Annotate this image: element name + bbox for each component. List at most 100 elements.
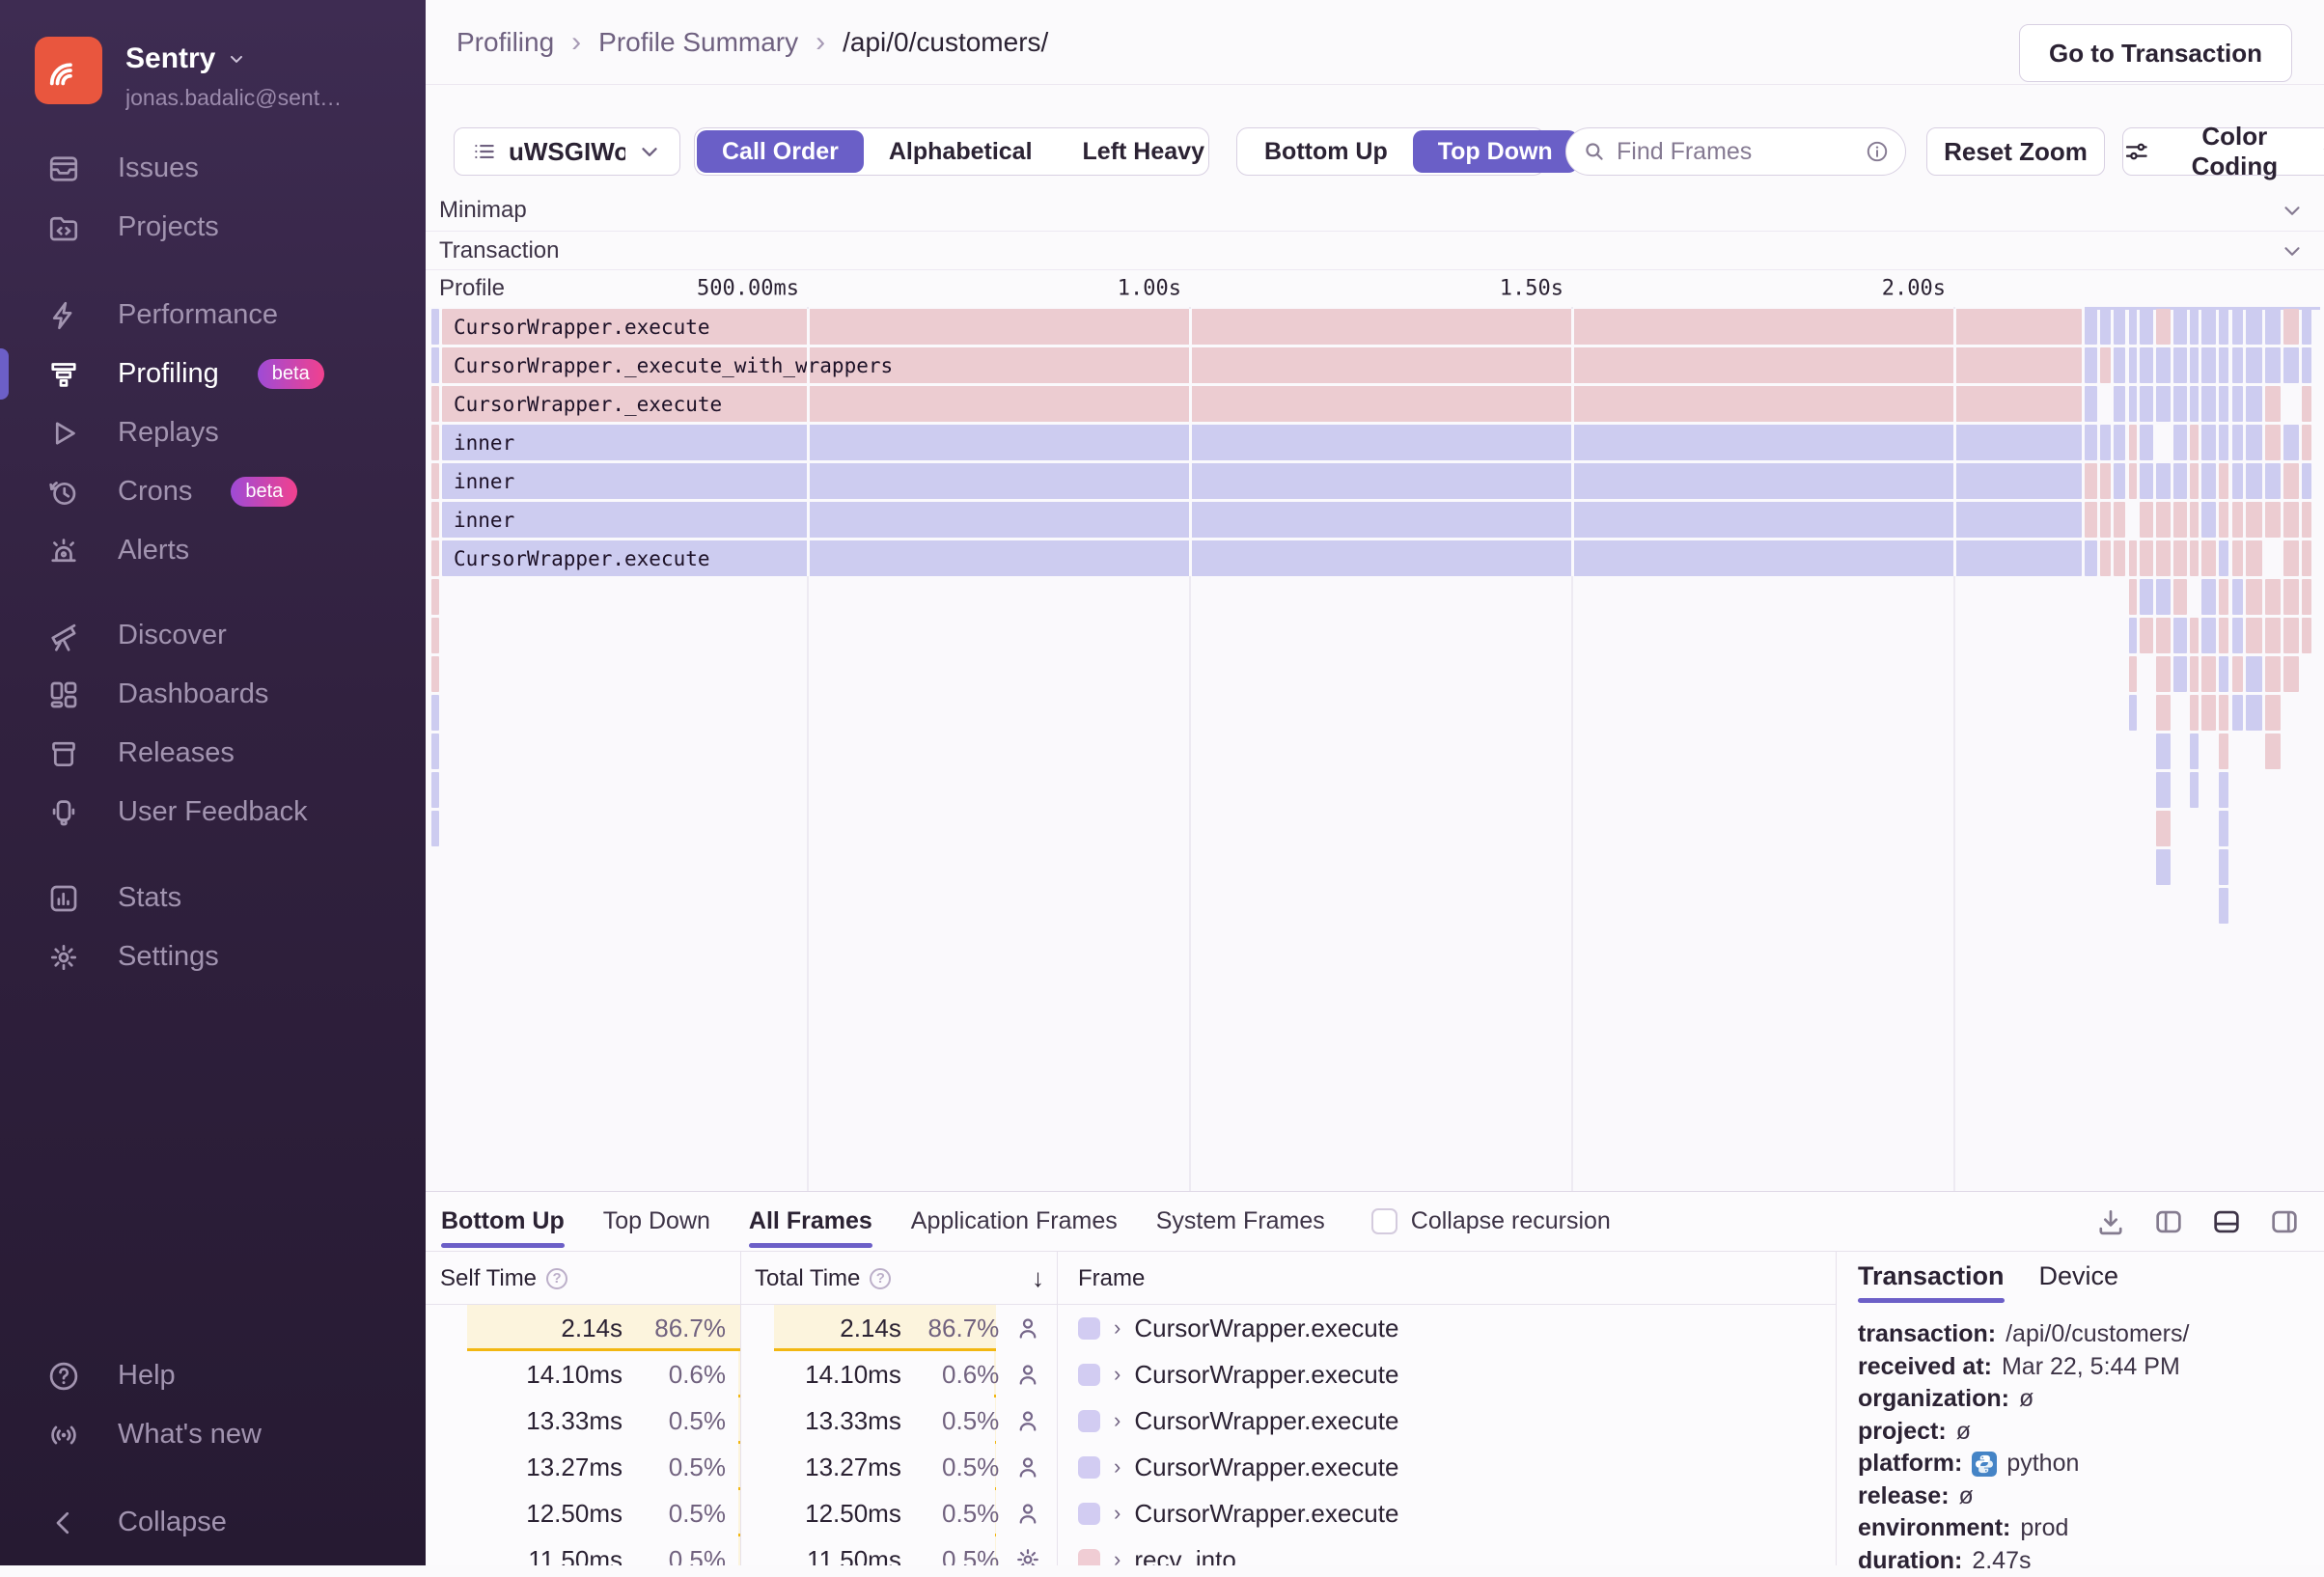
flame-frame-small xyxy=(2190,772,2199,808)
user-icon xyxy=(1013,1499,1042,1528)
expand-chevron-icon[interactable]: › xyxy=(1114,1501,1120,1526)
sidebar-item-whats-new[interactable]: What's new xyxy=(0,1405,426,1464)
panel-bottom-icon[interactable] xyxy=(2210,1205,2243,1238)
sidebar-item-performance[interactable]: Performance xyxy=(0,286,426,345)
flame-frame-small xyxy=(2173,579,2187,615)
sidebar-item-alerts[interactable]: Alerts xyxy=(0,521,426,580)
details-tab-transaction[interactable]: Transaction xyxy=(1858,1261,2005,1303)
tab-all-frames[interactable]: All Frames xyxy=(749,1192,872,1252)
flame-frame[interactable]: CursorWrapper._execute xyxy=(442,386,2082,422)
frame-cell[interactable]: ›CursorWrapper.execute xyxy=(1057,1397,1836,1444)
flame-frame-small xyxy=(2085,463,2097,499)
minimap-section-header[interactable]: Minimap xyxy=(426,190,2324,232)
info-icon[interactable] xyxy=(1865,139,1890,164)
frame-cell[interactable]: ›CursorWrapper.execute xyxy=(1057,1444,1836,1490)
sort-call-order[interactable]: Call Order xyxy=(697,130,864,173)
go-to-transaction-button[interactable]: Go to Transaction xyxy=(2019,24,2292,82)
expand-chevron-icon[interactable]: › xyxy=(1114,1454,1120,1480)
collapse-recursion-checkbox[interactable] xyxy=(1371,1208,1397,1234)
transaction-section-header[interactable]: Transaction xyxy=(426,232,2324,270)
color-coding-label: Color Coding xyxy=(2162,122,2308,181)
total-time-header[interactable]: Total Time? xyxy=(755,1252,891,1305)
sidebar-item-settings[interactable]: Settings xyxy=(0,927,426,986)
frame-cell[interactable]: ›CursorWrapper.execute xyxy=(1057,1490,1836,1536)
tab-top-down[interactable]: Top Down xyxy=(603,1192,710,1252)
chevron-down-icon[interactable] xyxy=(2280,238,2305,263)
flame-frame-small xyxy=(2114,309,2125,345)
flame-frame-small xyxy=(2265,695,2281,731)
details-tab-device[interactable]: Device xyxy=(2039,1261,2119,1303)
sidebar-item-help[interactable]: Help xyxy=(0,1346,426,1405)
thread-selector-dropdown[interactable]: uWSGIWor… xyxy=(454,127,680,176)
tab-application-frames[interactable]: Application Frames xyxy=(911,1192,1118,1252)
panel-right-icon[interactable] xyxy=(2268,1205,2301,1238)
sidebar-item-collapse[interactable]: Collapse xyxy=(0,1493,426,1552)
direction-bottom-up[interactable]: Bottom Up xyxy=(1239,130,1413,173)
frame-header[interactable]: Frame xyxy=(1078,1252,1145,1305)
find-frames-input[interactable] xyxy=(1617,138,1855,166)
flame-frame[interactable]: inner xyxy=(442,463,2082,499)
expand-chevron-icon[interactable]: › xyxy=(1114,1362,1120,1387)
sort-left-heavy[interactable]: Left Heavy xyxy=(1058,130,1230,173)
breadcrumb-profile-summary[interactable]: Profile Summary xyxy=(598,27,798,58)
sidebar-item-user-feedback[interactable]: User Feedback xyxy=(0,783,426,842)
expand-chevron-icon[interactable]: › xyxy=(1114,1408,1120,1433)
flame-frame-small xyxy=(2246,695,2262,731)
sidebar-item-releases[interactable]: Releases xyxy=(0,724,426,783)
tab-bottom-up[interactable]: Bottom Up xyxy=(441,1192,565,1252)
help-icon[interactable]: ? xyxy=(546,1268,567,1289)
org-header[interactable]: Sentry jonas.badalic@sent… xyxy=(35,37,342,111)
chevron-down-icon[interactable] xyxy=(2280,198,2305,223)
flame-frame-small xyxy=(2173,309,2187,345)
color-coding-button[interactable]: Color Coding xyxy=(2122,127,2324,176)
frame-cell[interactable]: ›CursorWrapper.execute xyxy=(1057,1351,1836,1397)
sort-alphabetical[interactable]: Alphabetical xyxy=(864,130,1058,173)
sidebar-item-projects[interactable]: Projects xyxy=(0,198,426,257)
flamegraph-toolbar: uWSGIWor… Call Order Alphabetical Left H… xyxy=(426,85,2324,190)
self-time-header[interactable]: Self Time? xyxy=(440,1252,567,1305)
sidebar-item-replays[interactable]: Replays xyxy=(0,403,426,462)
frame-cell[interactable]: ›recv_into xyxy=(1057,1536,1836,1565)
frame-cell[interactable]: ›CursorWrapper.execute xyxy=(1057,1305,1836,1351)
direction-top-down[interactable]: Top Down xyxy=(1413,130,1578,173)
flame-frame[interactable]: CursorWrapper._execute_with_wrappers xyxy=(442,347,2082,383)
detail-label: platform: xyxy=(1858,1448,1962,1480)
find-frames-search xyxy=(1565,127,1906,176)
reset-zoom-button[interactable]: Reset Zoom xyxy=(1926,127,2105,176)
collapse-recursion-toggle[interactable]: Collapse recursion xyxy=(1371,1207,1611,1235)
expand-chevron-icon[interactable]: › xyxy=(1114,1315,1120,1341)
flame-frame-small xyxy=(2219,888,2228,924)
help-icon[interactable]: ? xyxy=(870,1268,891,1289)
flame-frame[interactable]: inner xyxy=(442,502,2082,538)
flame-frame-small xyxy=(2219,386,2228,422)
sidebar-item-issues[interactable]: Issues xyxy=(0,139,426,198)
self-time-value: 11.50ms xyxy=(453,1545,622,1566)
flame-frame[interactable]: inner xyxy=(442,425,2082,460)
collapse-icon xyxy=(46,1506,81,1540)
expand-chevron-icon[interactable]: › xyxy=(1114,1547,1120,1565)
download-icon[interactable] xyxy=(2094,1205,2127,1238)
sidebar-item-discover[interactable]: Discover xyxy=(0,606,426,665)
flame-frame[interactable]: CursorWrapper.execute xyxy=(442,309,2082,345)
flame-frame-small xyxy=(2201,347,2216,383)
sort-direction-icon[interactable]: ↓ xyxy=(1032,1252,1044,1305)
sidebar-item-dashboards[interactable]: Dashboards xyxy=(0,665,426,724)
breadcrumb-profiling[interactable]: Profiling xyxy=(456,27,554,58)
flame-frame[interactable]: CursorWrapper.execute xyxy=(442,540,2082,576)
sidebar-item-stats[interactable]: Stats xyxy=(0,869,426,927)
flame-frame-small xyxy=(2219,502,2228,538)
flame-frame-small xyxy=(2114,425,2125,460)
panel-left-icon[interactable] xyxy=(2152,1205,2185,1238)
flame-frame-small xyxy=(2190,463,2199,499)
tab-system-frames[interactable]: System Frames xyxy=(1156,1192,1325,1252)
